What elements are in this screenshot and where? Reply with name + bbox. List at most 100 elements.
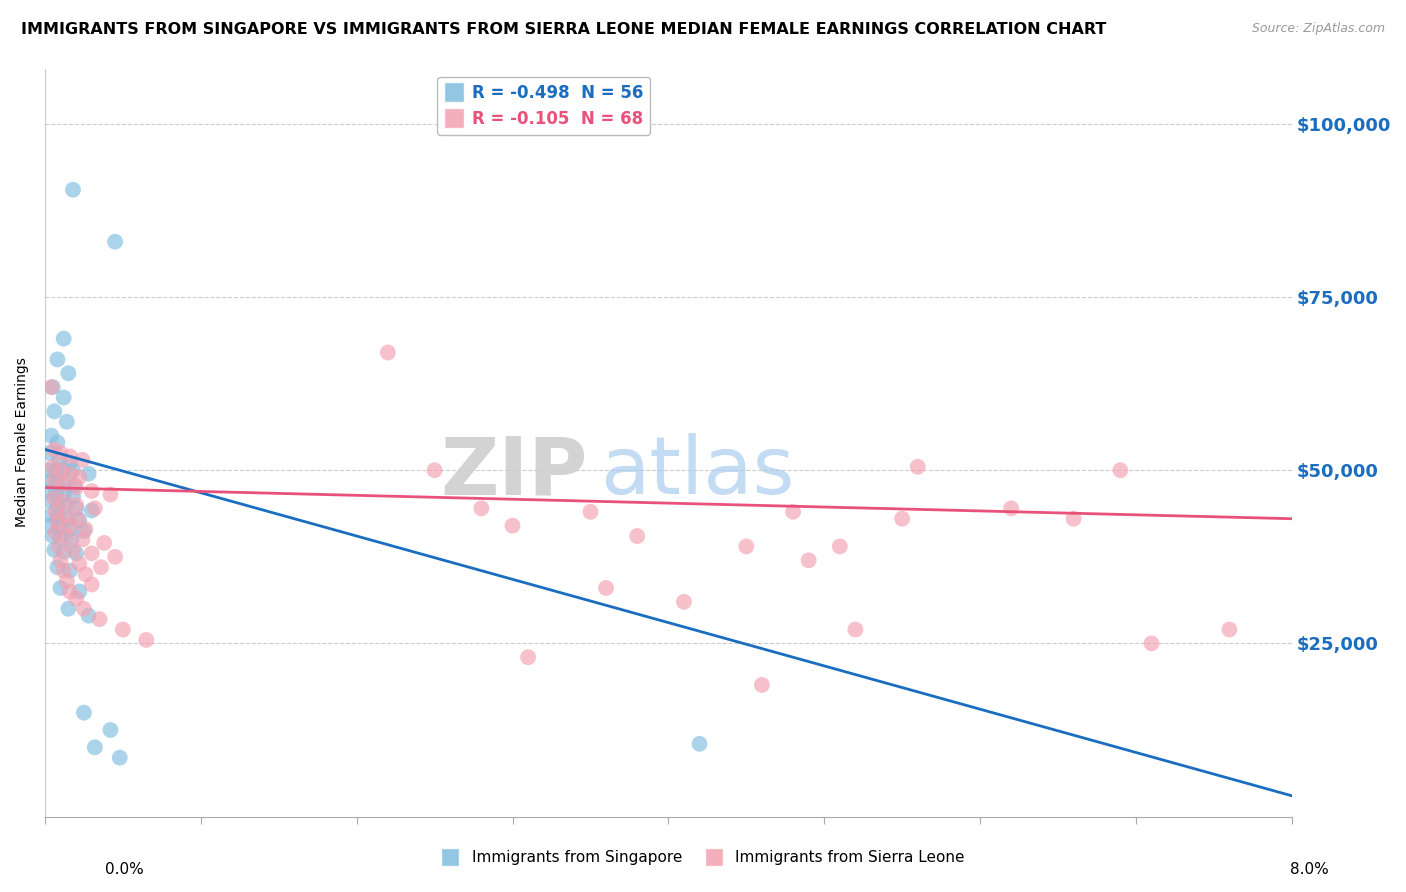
Point: [828, 540, 851, 554]
Point: [38, 483, 60, 498]
Point: [48, 520, 70, 534]
Point: [52, 391, 75, 405]
Point: [38, 463, 60, 477]
Point: [104, 235, 127, 249]
Point: [80, 577, 103, 591]
Point: [77, 467, 100, 481]
Point: [751, 678, 773, 692]
Point: [59, 518, 82, 533]
Point: [62, 463, 84, 477]
Point: [83, 501, 105, 516]
Point: [65, 498, 87, 512]
Point: [45, 485, 67, 500]
Point: [59, 467, 82, 481]
Point: [49, 581, 72, 595]
Point: [48, 540, 70, 554]
Point: [72, 453, 94, 467]
Point: [80, 503, 103, 517]
Point: [83, 740, 105, 755]
Legend: Immigrants from Singapore, Immigrants from Sierra Leone: Immigrants from Singapore, Immigrants fr…: [434, 844, 972, 871]
Point: [891, 512, 914, 526]
Point: [44, 542, 66, 557]
Text: ZIP: ZIP: [440, 434, 588, 511]
Point: [38, 446, 60, 460]
Legend: R = -0.498  N = 56, R = -0.105  N = 68: R = -0.498 N = 56, R = -0.105 N = 68: [437, 77, 650, 135]
Point: [53, 477, 76, 491]
Point: [100, 487, 122, 501]
Point: [73, 706, 96, 720]
Point: [52, 545, 75, 559]
Point: [65, 481, 87, 495]
Point: [52, 477, 75, 491]
Point: [44, 404, 66, 418]
Point: [1063, 512, 1085, 526]
Point: [579, 505, 602, 519]
Point: [44, 491, 66, 505]
Point: [502, 518, 524, 533]
Point: [39, 508, 62, 523]
Point: [45, 463, 67, 477]
Point: [46, 475, 69, 490]
Text: Source: ZipAtlas.com: Source: ZipAtlas.com: [1251, 22, 1385, 36]
Point: [75, 522, 97, 536]
Point: [844, 623, 866, 637]
Point: [52, 487, 75, 501]
Point: [45, 505, 67, 519]
Point: [65, 591, 87, 606]
Point: [797, 553, 820, 567]
Point: [75, 567, 97, 582]
Point: [39, 380, 62, 394]
Point: [517, 650, 540, 665]
Point: [60, 533, 83, 547]
Point: [46, 435, 69, 450]
Point: [1140, 636, 1163, 650]
Point: [59, 564, 82, 578]
Point: [907, 459, 929, 474]
Point: [80, 483, 103, 498]
Point: [59, 450, 82, 464]
Point: [626, 529, 648, 543]
Point: [52, 494, 75, 508]
Point: [58, 366, 80, 380]
Point: [67, 584, 90, 599]
Point: [66, 512, 89, 526]
Point: [49, 463, 72, 477]
Point: [53, 508, 76, 523]
Point: [52, 564, 75, 578]
Point: [44, 442, 66, 457]
Point: [377, 345, 399, 359]
Point: [689, 737, 711, 751]
Point: [62, 490, 84, 504]
Point: [65, 501, 87, 516]
Point: [59, 456, 82, 470]
Point: [46, 352, 69, 367]
Point: [735, 540, 758, 554]
Point: [39, 518, 62, 533]
Text: IMMIGRANTS FROM SINGAPORE VS IMMIGRANTS FROM SIERRA LEONE MEDIAN FEMALE EARNINGS: IMMIGRANTS FROM SINGAPORE VS IMMIGRANTS …: [21, 22, 1107, 37]
Text: atlas: atlas: [600, 434, 794, 511]
Point: [108, 750, 131, 764]
Y-axis label: Median Female Earnings: Median Female Earnings: [15, 358, 30, 527]
Point: [111, 623, 134, 637]
Point: [48, 453, 70, 467]
Point: [67, 470, 90, 484]
Point: [62, 183, 84, 197]
Point: [52, 332, 75, 346]
Point: [89, 612, 111, 626]
Point: [59, 522, 82, 536]
Point: [39, 494, 62, 508]
Point: [56, 415, 79, 429]
Point: [595, 581, 617, 595]
Point: [100, 723, 122, 737]
Point: [56, 529, 79, 543]
Point: [90, 560, 112, 574]
Text: 0.0%: 0.0%: [105, 863, 145, 877]
Point: [46, 510, 69, 524]
Point: [93, 536, 115, 550]
Point: [65, 546, 87, 560]
Point: [67, 513, 90, 527]
Point: [672, 595, 695, 609]
Point: [49, 553, 72, 567]
Point: [53, 500, 76, 514]
Point: [1109, 463, 1132, 477]
